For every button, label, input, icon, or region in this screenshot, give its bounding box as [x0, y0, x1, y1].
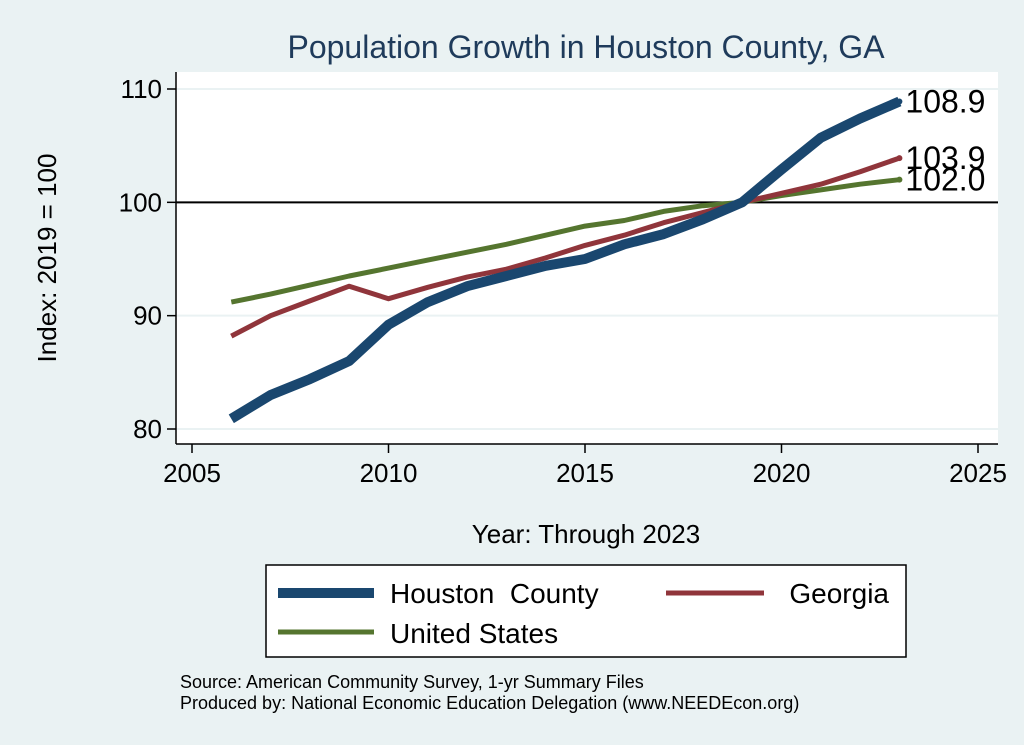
legend-box [265, 564, 907, 658]
series-line-united-states [230, 177, 900, 305]
x-ticks: 2005 2010 2015 2020 2025 [163, 458, 1007, 488]
x-tick-label: 2015 [556, 458, 614, 488]
chart-title: Population Growth in Houston County, GA [287, 29, 885, 65]
tick-marks [167, 88, 979, 453]
legend: Houston County Georgia United States [265, 564, 907, 658]
legend-label-houston: Houston County [390, 578, 599, 609]
y-tick-label: 110 [121, 74, 162, 104]
end-label-houston: 108.9 [905, 83, 985, 119]
y-axis-label: Index: 2019 = 100 [32, 154, 62, 363]
legend-label-georgia: Georgia [789, 578, 889, 609]
y-tick-label: 90 [133, 301, 162, 331]
x-tick-label: 2005 [163, 458, 221, 488]
legend-label-united-states: United States [390, 618, 558, 649]
source-note: Source: American Community Survey, 1-yr … [180, 672, 644, 692]
y-ticks: 80 90 100 110 [119, 74, 162, 444]
end-label-georgia: 103.9 [905, 140, 985, 176]
y-tick-label: 100 [119, 187, 162, 217]
x-axis-label: Year: Through 2023 [472, 519, 700, 549]
produced-note: Produced by: National Economic Education… [180, 693, 799, 713]
end-label-united-states: 102.0 [905, 162, 985, 198]
series-line-houston-county [228, 96, 902, 424]
series-end-point [896, 176, 903, 183]
y-tick-label: 80 [133, 414, 162, 444]
x-tick-label: 2025 [949, 458, 1007, 488]
series-end-point [896, 155, 903, 162]
series-layer [228, 96, 903, 424]
x-tick-label: 2020 [753, 458, 811, 488]
series-end-point [896, 98, 903, 105]
series-line-georgia [230, 155, 901, 339]
x-tick-label: 2010 [360, 458, 418, 488]
